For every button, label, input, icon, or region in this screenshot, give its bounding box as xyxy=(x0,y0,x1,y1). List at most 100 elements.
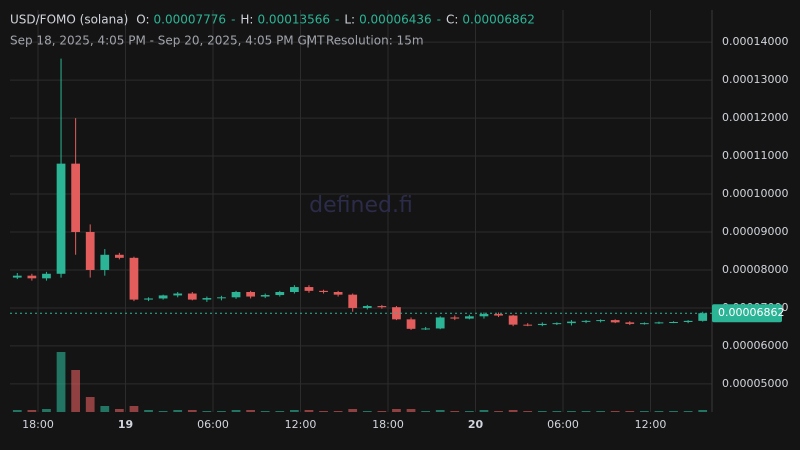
candle-body xyxy=(465,316,474,319)
candle-body xyxy=(450,317,460,319)
volume-bar xyxy=(27,410,37,412)
y-tick-label: 0.00012000 xyxy=(722,111,788,124)
candle-body xyxy=(625,322,635,324)
candle-body xyxy=(377,306,387,308)
ohlc-value: 0.00013566 xyxy=(257,13,330,27)
header-separator: - xyxy=(437,13,441,27)
volume-bar xyxy=(377,411,387,412)
volume-bar xyxy=(698,410,708,412)
y-tick-label: 0.00006000 xyxy=(722,339,788,352)
candle-body xyxy=(435,317,445,329)
volume-bar xyxy=(465,411,474,412)
candle-body xyxy=(129,257,139,300)
volume-bar xyxy=(552,411,562,412)
candle-body xyxy=(173,293,183,296)
volume-bar xyxy=(71,370,80,412)
volume-bar xyxy=(362,411,372,412)
candle-body xyxy=(42,273,51,279)
ohlc-label: O: xyxy=(136,13,149,27)
volume-bar xyxy=(129,406,139,412)
volume-bar xyxy=(450,411,460,412)
candle-body xyxy=(479,314,489,317)
last-price-box xyxy=(712,304,782,323)
candle-body xyxy=(202,298,212,300)
volume-bar xyxy=(85,397,95,412)
candle-body xyxy=(27,275,37,279)
volume-bar xyxy=(669,411,678,412)
y-tick-label: 0.00011000 xyxy=(722,149,788,162)
candle-body xyxy=(348,294,358,308)
candle-body xyxy=(669,322,678,323)
candle-body xyxy=(552,323,562,325)
volume-bar xyxy=(494,411,503,412)
y-tick-label: 0.00008000 xyxy=(722,263,788,276)
volume-bar xyxy=(625,411,635,412)
x-tick-label: 06:00 xyxy=(547,418,579,431)
candle-body xyxy=(319,290,328,292)
volume-bar xyxy=(56,352,66,412)
chart-title: USD/FOMO (solana) xyxy=(10,13,128,27)
candle-body xyxy=(290,287,299,292)
volume-bar xyxy=(42,409,51,412)
candle-body xyxy=(523,324,533,326)
volume-bar xyxy=(304,410,314,412)
candle-body xyxy=(362,306,372,308)
candle-body xyxy=(683,320,693,322)
volume-bar xyxy=(144,410,153,412)
volume-bar xyxy=(435,410,445,412)
volume-bar xyxy=(173,410,183,412)
y-tick-label: 0.00013000 xyxy=(722,73,788,86)
volume-bar xyxy=(406,409,416,412)
volume-bar xyxy=(158,411,168,412)
volume-bar xyxy=(290,410,299,412)
y-tick-label: 0.00014000 xyxy=(722,35,788,48)
resolution: Resolution: 15m xyxy=(326,34,424,48)
x-tick-label: 18:00 xyxy=(372,418,404,431)
volume-bar xyxy=(596,411,605,412)
candle-body xyxy=(304,287,314,291)
ohlc-label: C: xyxy=(446,13,458,27)
x-tick-label: 12:00 xyxy=(285,418,317,431)
candle-body xyxy=(246,292,255,297)
volume-bar xyxy=(421,411,430,412)
volume-bar xyxy=(523,411,533,412)
volume-bar xyxy=(260,411,270,412)
candle-body xyxy=(581,320,591,322)
header-separator: - xyxy=(231,13,235,27)
header-separator: - xyxy=(335,13,339,27)
candle-body xyxy=(275,292,285,296)
volume-bar xyxy=(100,406,110,412)
volume-bar xyxy=(567,411,576,412)
ohlc-value: 0.00006436 xyxy=(359,13,432,27)
grid xyxy=(10,10,712,412)
subtitle: Sep 18, 2025, 4:05 PM - Sep 20, 2025, 4:… xyxy=(10,34,325,48)
volume-bar xyxy=(246,410,255,412)
ohlc-value: 0.00006862 xyxy=(462,13,535,27)
candle-body xyxy=(333,292,343,295)
last-price-label: 0.00006862 xyxy=(718,306,784,319)
candle-body xyxy=(158,295,168,299)
candle-body xyxy=(596,320,605,322)
candle-body xyxy=(231,292,241,298)
y-tick-label: 0.00010000 xyxy=(722,187,788,200)
x-tick-label: 20 xyxy=(468,418,484,431)
candle-body xyxy=(421,328,430,330)
x-tick-label: 06:00 xyxy=(197,418,229,431)
watermark: defined.fi xyxy=(309,193,413,218)
volume-bar xyxy=(640,411,649,412)
volume-bar xyxy=(683,411,693,412)
volume-bar xyxy=(231,410,241,412)
y-tick-label: 0.00009000 xyxy=(722,225,788,238)
candle-body xyxy=(217,297,226,299)
volume-bar xyxy=(654,411,664,412)
x-tick-label: 12:00 xyxy=(635,418,667,431)
candle-body xyxy=(71,163,80,232)
volume-bar xyxy=(392,409,401,412)
volume-bar xyxy=(333,411,343,412)
candle-body xyxy=(537,323,547,326)
candle-body xyxy=(567,321,576,324)
candle-body xyxy=(654,322,664,324)
volume-bar xyxy=(537,411,547,412)
y-tick-label: 0.00005000 xyxy=(722,377,788,390)
